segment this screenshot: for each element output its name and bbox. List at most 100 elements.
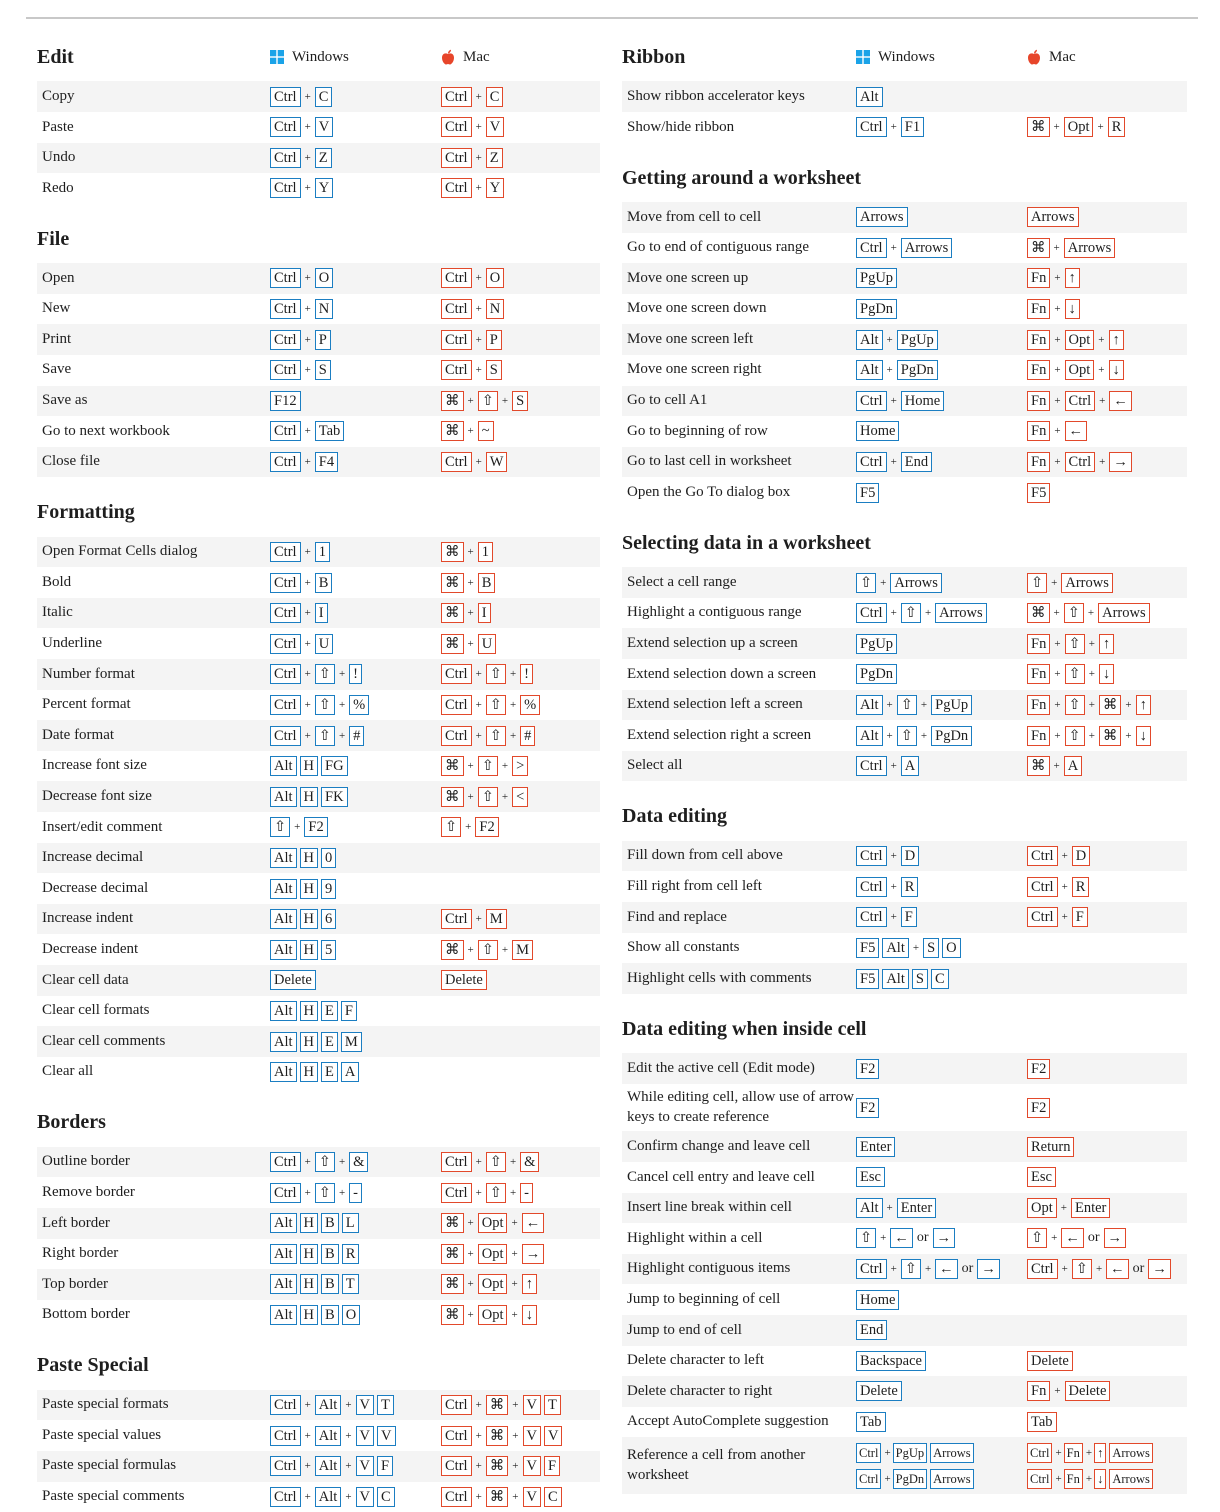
key: ⌘ bbox=[441, 786, 464, 807]
key: ⇧ bbox=[314, 664, 335, 685]
key-combo: Ctrl + S bbox=[441, 359, 600, 381]
key-combo: Ctrl + Arrows bbox=[856, 237, 1027, 259]
separator: + bbox=[912, 941, 920, 954]
key: ! bbox=[520, 664, 533, 685]
windows-keys: Arrows bbox=[856, 206, 1027, 228]
windows-keys: Alt H E M bbox=[270, 1031, 441, 1053]
shortcut-row: Undo Ctrl + Z Ctrl + Z bbox=[37, 142, 600, 174]
key: Fn bbox=[1027, 421, 1051, 442]
key-combo: Ctrl + M bbox=[441, 908, 600, 930]
key: - bbox=[349, 1182, 362, 1203]
key: O bbox=[485, 268, 505, 289]
action-label: Clear cell data bbox=[42, 971, 129, 988]
action-label: Go to last cell in worksheet bbox=[627, 453, 792, 470]
action-label: Highlight contiguous items bbox=[627, 1260, 791, 1277]
section-title-row: File bbox=[37, 204, 600, 263]
key: D bbox=[1071, 846, 1091, 867]
key: ⌘ bbox=[441, 542, 464, 562]
key: N bbox=[314, 299, 334, 320]
key: Ctrl bbox=[856, 1468, 882, 1489]
key: 1 bbox=[314, 542, 331, 562]
shortcut-row: Fill down from cell above Ctrl + D Ctrl + D bbox=[622, 840, 1187, 872]
shortcut-row: While editing cell, allow use of arrow k… bbox=[622, 1084, 1187, 1132]
key: Alt bbox=[270, 909, 297, 930]
key: PgDn bbox=[896, 360, 938, 381]
column: Ribbon Windows Mac Show ribbon accelerator … bbox=[622, 22, 1187, 1494]
key-combo: F12 bbox=[270, 390, 441, 412]
mac-keys: ⌘ + Opt + ↓ bbox=[441, 1304, 600, 1326]
shortcut-row: Clear all Alt H E A bbox=[37, 1057, 600, 1088]
separator: + bbox=[467, 1278, 474, 1291]
key: ⇧ bbox=[856, 1228, 877, 1249]
action-label: New bbox=[42, 300, 71, 317]
key: ↓ bbox=[1108, 360, 1124, 381]
key: F2 bbox=[1027, 1058, 1051, 1079]
separator: + bbox=[884, 1472, 891, 1485]
mac-keys: Delete bbox=[1027, 1350, 1187, 1372]
mac-keys: Fn + ↑ bbox=[1027, 267, 1187, 289]
key: Fn bbox=[1027, 725, 1051, 746]
shortcut-row: Paste special formulas Ctrl + Alt + V F Ctrl + ⌘ +… bbox=[37, 1450, 600, 1482]
key: Fn bbox=[1027, 268, 1051, 289]
action-label: Find and replace bbox=[627, 908, 727, 925]
key-combo: Ctrl + Alt + V T bbox=[270, 1394, 441, 1416]
separator: + bbox=[512, 1429, 519, 1442]
key: I bbox=[477, 603, 491, 624]
section-title-row: Getting around a worksheet bbox=[622, 143, 1187, 202]
shortcut-row: Increase decimal Alt H 0 bbox=[37, 842, 600, 874]
key-combo: Ctrl + ⇧ + # bbox=[270, 725, 441, 747]
key: O bbox=[942, 937, 961, 958]
separator: + bbox=[1125, 729, 1132, 742]
key: Enter bbox=[896, 1197, 937, 1218]
windows-keys: Alt H 5 bbox=[270, 939, 441, 961]
key: R bbox=[1107, 117, 1126, 138]
key-combo: ⌘ + Arrows bbox=[1027, 237, 1187, 259]
key-combo: Ctrl + ⇧ + ← or → bbox=[856, 1258, 1027, 1280]
separator: + bbox=[345, 1429, 352, 1442]
windows-keys: Ctrl + R bbox=[856, 876, 1027, 898]
section-title-row: Formatting bbox=[37, 477, 600, 536]
key: ⇧ bbox=[1064, 725, 1085, 746]
shortcut-row: Move one screen left Alt + PgUp Fn + Opt + ↑ bbox=[622, 324, 1187, 355]
key: Delete bbox=[270, 970, 316, 991]
key: Fn bbox=[1027, 360, 1051, 381]
key: PgDn bbox=[931, 725, 973, 746]
key: Fn bbox=[1027, 390, 1051, 411]
separator: + bbox=[467, 760, 474, 773]
shortcut-row: Go to next workbook Ctrl + Tab ⌘ + ~ bbox=[37, 416, 600, 447]
separator: + bbox=[1085, 1446, 1093, 1459]
mac-keys: Fn + ⇧ + ⌘ + ↑ bbox=[1027, 694, 1187, 716]
key-combo: Alt + Enter bbox=[856, 1197, 1027, 1219]
key-combo: Delete bbox=[441, 969, 600, 991]
separator: + bbox=[475, 333, 482, 346]
mac-keys: Ctrl + V bbox=[441, 116, 600, 138]
action-label: Extend selection right a screen bbox=[627, 726, 812, 743]
key: C bbox=[485, 86, 504, 107]
windows-keys: Ctrl + I bbox=[270, 602, 441, 624]
separator: + bbox=[1051, 576, 1058, 589]
windows-keys: Ctrl + ⇧ +! bbox=[270, 663, 441, 685]
key: Delete bbox=[441, 970, 487, 991]
windows-keys: F2 bbox=[856, 1097, 1027, 1119]
windows-keys: Alt + ⇧ + PgUp bbox=[856, 694, 1027, 716]
key: Ctrl bbox=[856, 1259, 887, 1280]
apple-icon bbox=[442, 49, 454, 65]
key-combo: Ctrl + U bbox=[270, 633, 441, 655]
key-combo: ⌘ + ⇧ + Arrows bbox=[1027, 602, 1187, 624]
separator: + bbox=[1095, 1263, 1103, 1276]
shortcut-row: Paste Ctrl + V Ctrl + V bbox=[37, 112, 600, 143]
key: Alt bbox=[270, 878, 297, 899]
key: F2 bbox=[475, 817, 499, 838]
action-label: Clear all bbox=[42, 1063, 94, 1080]
key: H bbox=[299, 1031, 319, 1052]
mac-keys: Ctrl + ⇧ + # bbox=[441, 725, 600, 747]
windows-keys: Ctrl + ⇧ + - bbox=[270, 1182, 441, 1204]
windows-keys: Alt H B T bbox=[270, 1273, 441, 1295]
rows: Outline border Ctrl + ⇧ + & Ctrl + ⇧ + & Remove bor… bbox=[37, 1146, 600, 1331]
shortcut-row: Open Ctrl + O Ctrl + O bbox=[37, 263, 600, 294]
key: FG bbox=[321, 756, 348, 777]
shortcut-row: New Ctrl + N Ctrl + N bbox=[37, 294, 600, 325]
windows-keys: F2 bbox=[856, 1058, 1027, 1080]
key: Alt bbox=[882, 937, 909, 958]
separator: + bbox=[467, 1247, 474, 1260]
